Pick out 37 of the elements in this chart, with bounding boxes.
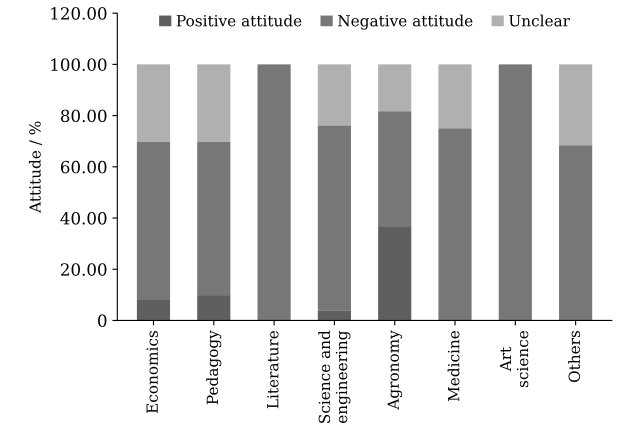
legend-label: Positive attitude [176, 14, 302, 26]
bar [197, 64, 230, 142]
y-tick-label: 20.00 [60, 263, 106, 276]
legend-label: Unclear [509, 14, 570, 26]
x-tick-label: Others [568, 330, 580, 382]
x-tick-label: Medicine [448, 330, 460, 402]
bar [438, 128, 472, 320]
bar [559, 64, 592, 146]
legend-label: Negative attitude [338, 14, 472, 30]
x-tick-label: Pedagogy [206, 330, 222, 404]
x-tick-label: Agronomy [388, 330, 402, 410]
y-tick-label: 120.00 [51, 7, 106, 20]
bar [136, 299, 170, 320]
y-tick-label: 0 [98, 314, 106, 328]
y-tick-label: 80.00 [60, 110, 106, 122]
bar [438, 64, 472, 128]
bar [378, 111, 412, 227]
y-tick-label: 40.00 [60, 212, 106, 225]
bar [318, 310, 351, 320]
bar [136, 142, 170, 300]
bar [136, 64, 170, 142]
y-tick-label: 100.00 [51, 58, 106, 71]
bar [559, 145, 592, 320]
y-axis-title: Attitude / % [28, 122, 42, 213]
y-tick-label: 60.00 [60, 160, 106, 174]
bar [318, 126, 351, 311]
x-tick-label: Art science [500, 330, 528, 388]
bar [378, 227, 412, 320]
x-tick-label: Science and engineering [318, 330, 350, 424]
bar [498, 64, 532, 320]
bar [258, 64, 291, 320]
bar [378, 64, 412, 112]
bar [197, 142, 230, 296]
bar [318, 64, 351, 126]
x-tick-label: Economics [146, 330, 158, 414]
x-tick-label: Literature [267, 330, 279, 408]
bar [197, 295, 230, 320]
